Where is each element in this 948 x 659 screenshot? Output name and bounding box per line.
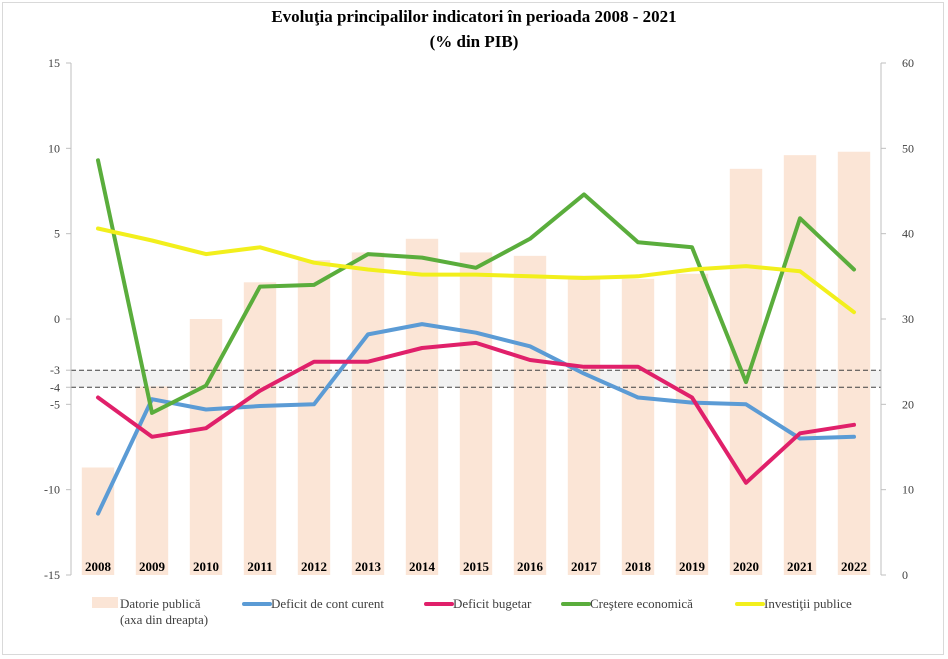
- series-line-1: [96, 340, 856, 485]
- bar-datorie-publica: [513, 255, 547, 575]
- legend-label-bars: Datorie publică: [120, 596, 201, 611]
- series-line-3: [96, 226, 856, 315]
- category-label: 2013: [355, 559, 382, 574]
- right-tick-label: 20: [902, 397, 914, 411]
- bar-datorie-publica: [243, 282, 277, 575]
- left-tick-label: -4: [50, 380, 60, 394]
- bar-datorie-publica: [621, 278, 655, 575]
- right-tick-label: 10: [902, 483, 914, 497]
- bar-datorie-publica: [189, 319, 223, 575]
- right-tick-label: 50: [902, 141, 914, 155]
- category-label: 2008: [85, 559, 112, 574]
- category-label: 2015: [463, 559, 490, 574]
- series-line-2: [96, 158, 856, 415]
- bar-datorie-publica: [675, 273, 709, 575]
- right-tick-label: 30: [902, 312, 914, 326]
- legend-label-bars-line2: (axa din dreapta): [120, 612, 208, 627]
- left-tick-label: -3: [50, 363, 60, 377]
- category-label: 2016: [517, 559, 544, 574]
- left-tick-label: 0: [54, 312, 60, 326]
- bar-datorie-publica: [459, 252, 493, 575]
- right-tick-label: 60: [902, 56, 914, 70]
- category-label: 2021: [787, 559, 813, 574]
- legend-label: Creştere economică: [590, 596, 693, 611]
- chart-subtitle: (% din PIB): [430, 32, 519, 51]
- bar-datorie-publica: [405, 238, 439, 575]
- category-label: 2014: [409, 559, 436, 574]
- category-label: 2022: [841, 559, 867, 574]
- bar-datorie-publica: [351, 252, 385, 575]
- category-label: 2009: [139, 559, 166, 574]
- series-line-0: [96, 322, 856, 516]
- category-label: 2018: [625, 559, 652, 574]
- legend-label: Deficit bugetar: [453, 596, 532, 611]
- category-label: 2012: [301, 559, 327, 574]
- left-tick-label: -15: [44, 568, 60, 582]
- legend-label: Investiţii publice: [764, 596, 852, 611]
- left-tick-label: 10: [48, 141, 60, 155]
- left-tick-label: -5: [50, 397, 60, 411]
- left-tick-label: -10: [44, 483, 60, 497]
- chart-title: Evoluţia principalilor indicatori în per…: [271, 7, 676, 26]
- left-tick-label: 5: [54, 227, 60, 241]
- category-label: 2010: [193, 559, 219, 574]
- category-label: 2020: [733, 559, 759, 574]
- category-label: 2017: [571, 559, 598, 574]
- right-tick-label: 0: [902, 568, 908, 582]
- bar-datorie-publica: [837, 151, 871, 575]
- category-label: 2019: [679, 559, 706, 574]
- legend-label: Deficit de cont curent: [271, 596, 384, 611]
- legend-swatch-bars: [92, 597, 118, 608]
- bar-datorie-publica: [783, 155, 817, 575]
- right-tick-label: 40: [902, 227, 914, 241]
- bar-datorie-publica: [729, 168, 763, 575]
- bar-datorie-publica: [81, 467, 115, 575]
- bar-datorie-publica: [567, 275, 601, 575]
- bar-datorie-publica: [297, 260, 331, 575]
- left-tick-label: 15: [48, 56, 60, 70]
- category-label: 2011: [247, 559, 272, 574]
